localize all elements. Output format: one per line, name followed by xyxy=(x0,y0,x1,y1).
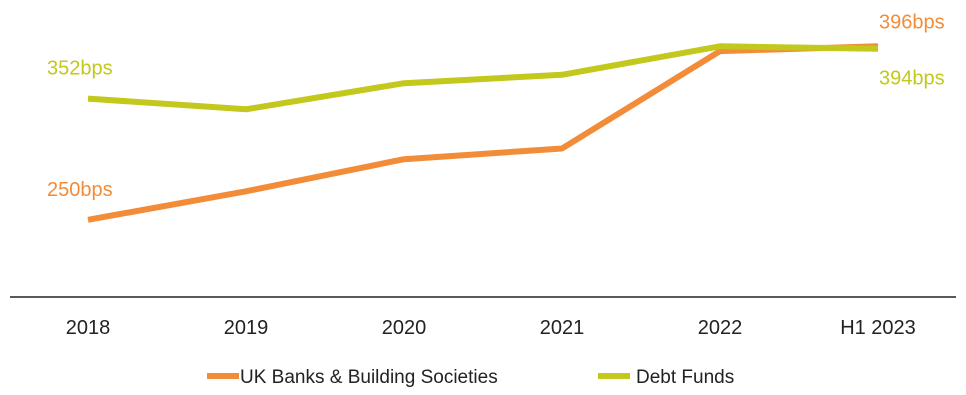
x-tick-label: H1 2023 xyxy=(840,317,916,339)
x-tick-label: 2021 xyxy=(540,317,585,339)
data-label: 396bps xyxy=(879,11,945,33)
x-tick-label: 2022 xyxy=(698,317,743,339)
series-line-0 xyxy=(87,43,879,223)
data-label: 250bps xyxy=(47,179,113,201)
legend-label: UK Banks & Building Societies xyxy=(240,367,498,388)
x-tick-label: 2019 xyxy=(224,317,269,339)
legend-label: Debt Funds xyxy=(636,367,734,388)
series-line-1 xyxy=(87,43,879,113)
x-tick-label: 2020 xyxy=(382,317,427,339)
data-label: 352bps xyxy=(47,58,113,80)
data-label: 394bps xyxy=(879,68,945,90)
x-tick-label: 2018 xyxy=(66,317,111,339)
